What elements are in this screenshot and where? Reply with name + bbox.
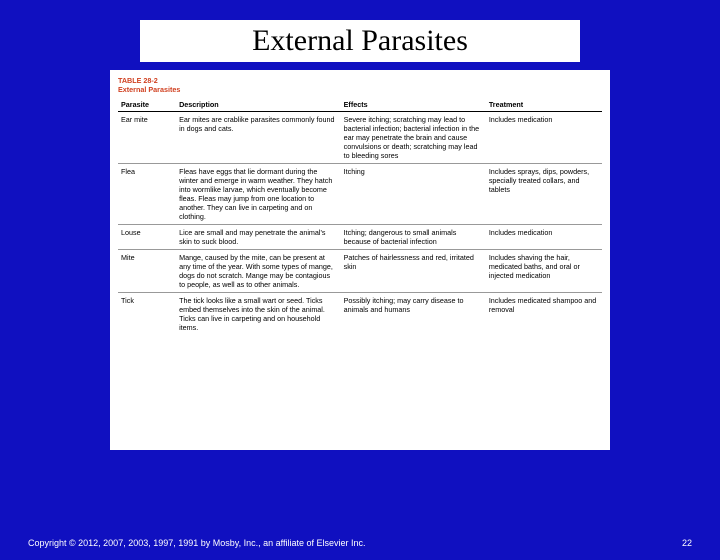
cell-effects: Possibly itching; may carry disease to a… <box>341 293 486 336</box>
cell-effects: Patches of hairlessness and red, irritat… <box>341 250 486 293</box>
cell-description: Ear mites are crablike parasites commonl… <box>176 112 341 164</box>
cell-description: Lice are small and may penetrate the ani… <box>176 225 341 250</box>
table-panel: TABLE 28-2 External Parasites Parasite D… <box>110 70 610 450</box>
cell-treatment: Includes medicated shampoo and removal <box>486 293 602 336</box>
cell-treatment: Includes medication <box>486 225 602 250</box>
cell-effects: Severe itching; scratching may lead to b… <box>341 112 486 164</box>
col-header-parasite: Parasite <box>118 98 176 112</box>
cell-description: Fleas have eggs that lie dormant during … <box>176 164 341 225</box>
table-row: Flea Fleas have eggs that lie dormant du… <box>118 164 602 225</box>
col-header-effects: Effects <box>341 98 486 112</box>
table-row: Mite Mange, caused by the mite, can be p… <box>118 250 602 293</box>
slide-title: External Parasites <box>140 20 580 62</box>
cell-description: Mange, caused by the mite, can be presen… <box>176 250 341 293</box>
table-header-row: Parasite Description Effects Treatment <box>118 98 602 112</box>
cell-parasite: Mite <box>118 250 176 293</box>
cell-description: The tick looks like a small wart or seed… <box>176 293 341 336</box>
cell-effects: Itching; dangerous to small animals beca… <box>341 225 486 250</box>
cell-parasite: Flea <box>118 164 176 225</box>
cell-parasite: Ear mite <box>118 112 176 164</box>
table-header-label: TABLE 28-2 <box>118 76 602 85</box>
parasites-table: Parasite Description Effects Treatment E… <box>118 98 602 335</box>
cell-treatment: Includes medication <box>486 112 602 164</box>
cell-parasite: Tick <box>118 293 176 336</box>
col-header-treatment: Treatment <box>486 98 602 112</box>
col-header-description: Description <box>176 98 341 112</box>
cell-treatment: Includes sprays, dips, powders, speciall… <box>486 164 602 225</box>
table-row: Tick The tick looks like a small wart or… <box>118 293 602 336</box>
cell-treatment: Includes shaving the hair, medicated bat… <box>486 250 602 293</box>
cell-effects: Itching <box>341 164 486 225</box>
table-header-title: External Parasites <box>118 85 602 94</box>
cell-parasite: Louse <box>118 225 176 250</box>
table-row: Louse Lice are small and may penetrate t… <box>118 225 602 250</box>
table-row: Ear mite Ear mites are crablike parasite… <box>118 112 602 164</box>
